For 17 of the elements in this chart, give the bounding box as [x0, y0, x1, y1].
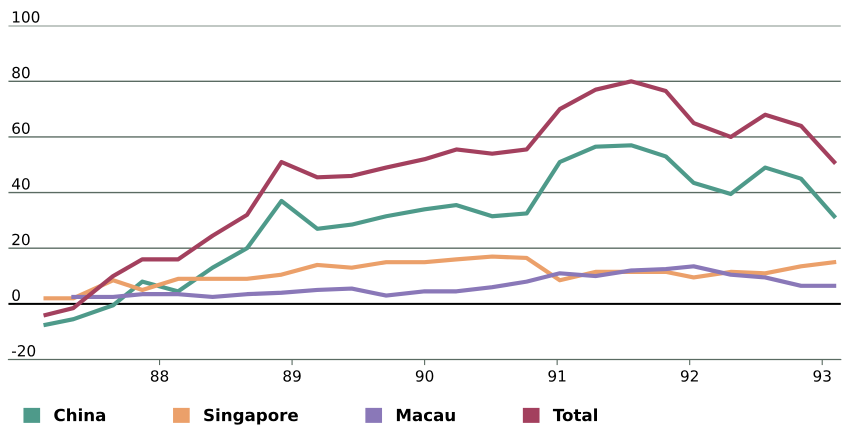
- y-tick-label: 0: [12, 289, 20, 301]
- y-tick-label: 40: [12, 178, 30, 190]
- x-tick-label: 88: [150, 370, 168, 382]
- y-tick-label: 100: [12, 11, 40, 23]
- x-tick-label: 89: [283, 370, 301, 382]
- y-tick-label: 20: [12, 234, 30, 246]
- x-tick-label: 91: [548, 370, 566, 382]
- x-tick-label: 92: [680, 370, 698, 382]
- y-tick-label: -20: [12, 345, 36, 357]
- y-tick-label: 60: [12, 122, 30, 134]
- x-tick-label: 90: [416, 370, 434, 382]
- x-tick-label: 93: [813, 370, 831, 382]
- y-tick-label: 80: [12, 66, 30, 78]
- legend-label: China: [54, 408, 106, 422]
- legend-label: Total: [552, 408, 597, 422]
- legend-label: Macau: [396, 408, 455, 422]
- legend-label: Singapore: [204, 408, 298, 425]
